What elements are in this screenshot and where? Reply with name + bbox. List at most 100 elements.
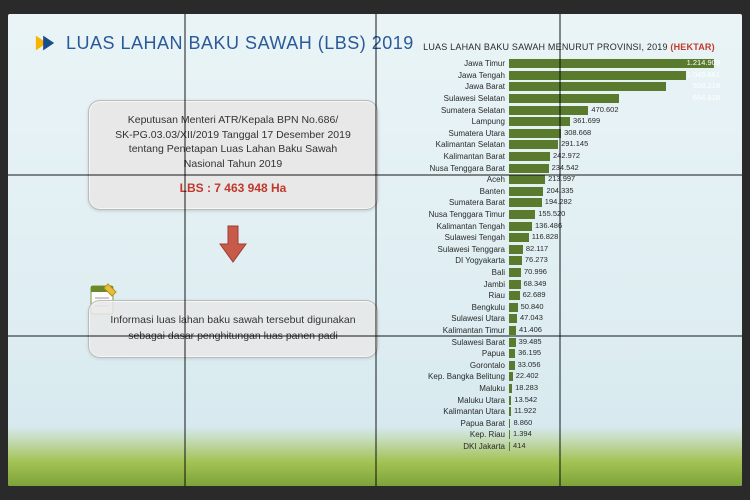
bar-row: Jawa Tengah 1.049.661 bbox=[414, 70, 724, 82]
bar-value: 136.486 bbox=[535, 221, 562, 230]
bar-value: 361.699 bbox=[573, 116, 600, 125]
bar-label: Kep. Bangka Belitung bbox=[414, 372, 509, 381]
bar-row: Jawa Timur1.214.909 bbox=[414, 58, 724, 70]
bar-fill bbox=[509, 198, 542, 207]
bar-label: Maluku Utara bbox=[414, 396, 509, 405]
bar-track: 234.542 bbox=[509, 164, 724, 173]
bar-label: Jawa Tengah bbox=[414, 71, 509, 80]
info-line: Informasi luas lahan baku sawah tersebut… bbox=[103, 313, 363, 329]
bar-row: Sumatera Utara308.668 bbox=[414, 128, 724, 140]
bar-row: Sumatera Selatan470.602 bbox=[414, 104, 724, 116]
bar-fill bbox=[509, 164, 549, 173]
bar-track: 50.840 bbox=[509, 303, 724, 312]
bar-label: Lampung bbox=[414, 117, 509, 126]
bar-row: DI Yogyakarta 76.273 bbox=[414, 255, 724, 267]
bar-fill bbox=[509, 106, 588, 115]
bar-row: Sulawesi Tenggara82.117 bbox=[414, 244, 724, 256]
bar-label: DI Yogyakarta bbox=[414, 256, 509, 265]
bar-label: Gorontalo bbox=[414, 361, 509, 370]
presentation-slide: LUAS LAHAN BAKU SAWAH (LBS) 2019 Keputus… bbox=[8, 14, 742, 486]
bar-row: Kalimantan Selatan291.145 bbox=[414, 139, 724, 151]
bar-row: Sulawesi Utara47.043 bbox=[414, 313, 724, 325]
bar-row: Papua Barat8.860 bbox=[414, 417, 724, 429]
bar-fill bbox=[509, 407, 511, 416]
bar-value: 8.860 bbox=[513, 418, 532, 427]
bar-label: Kalimantan Timur bbox=[414, 326, 509, 335]
bar-track: 1.214.909 bbox=[509, 59, 724, 68]
bar-label: Riau bbox=[414, 291, 509, 300]
bar-fill bbox=[509, 152, 550, 161]
bar-fill bbox=[509, 303, 518, 312]
bar-label: Kalimantan Tengah bbox=[414, 222, 509, 231]
bar-track: 928.218 bbox=[509, 82, 724, 91]
bar-fill bbox=[509, 396, 511, 405]
bar-track: 68.349 bbox=[509, 280, 724, 289]
bar-track: 204.335 bbox=[509, 187, 724, 196]
bar-value: 204.335 bbox=[546, 186, 573, 195]
bar-fill bbox=[509, 210, 535, 219]
bps-logo-icon bbox=[34, 32, 56, 54]
bar-row: Papua36.195 bbox=[414, 348, 724, 360]
bar-row: Kalimantan Utara11.922 bbox=[414, 406, 724, 418]
bar-row: Nusa Tenggara Barat234.542 bbox=[414, 162, 724, 174]
page-title: LUAS LAHAN BAKU SAWAH (LBS) 2019 bbox=[66, 33, 414, 54]
bar-fill bbox=[509, 349, 515, 358]
bar-fill bbox=[509, 384, 512, 393]
bar-container: Jawa Timur1.214.909Jawa Tengah1.049.661J… bbox=[414, 58, 724, 452]
bar-track: 136.486 bbox=[509, 222, 724, 231]
bar-value: 414 bbox=[513, 441, 526, 450]
bar-fill bbox=[509, 71, 686, 80]
bar-label: Kep. Riau bbox=[414, 430, 509, 439]
bar-track: 213.997 bbox=[509, 175, 724, 184]
bar-value: 18.283 bbox=[515, 383, 538, 392]
bar-row: Kalimantan Barat242.972 bbox=[414, 151, 724, 163]
bar-value: 68.349 bbox=[524, 279, 547, 288]
bar-value: 36.195 bbox=[518, 348, 541, 357]
arrow-down-icon bbox=[218, 224, 248, 269]
bar-value: 928.218 bbox=[693, 81, 720, 90]
decree-line: Nasional Tahun 2019 bbox=[103, 157, 363, 172]
bar-value: 155.520 bbox=[538, 209, 565, 218]
bar-track: 13.542 bbox=[509, 396, 724, 405]
bar-value: 39.485 bbox=[519, 337, 542, 346]
bar-value: 1.214.909 bbox=[687, 58, 720, 67]
bar-track: 470.602 bbox=[509, 106, 724, 115]
decree-box: Keputusan Menteri ATR/Kepala BPN No.686/… bbox=[88, 100, 378, 210]
bar-fill bbox=[509, 326, 516, 335]
bar-value: 82.117 bbox=[526, 244, 548, 253]
bar-label: Sumatera Utara bbox=[414, 129, 509, 138]
bar-value: 76.273 bbox=[525, 255, 548, 264]
bar-fill bbox=[509, 372, 513, 381]
bar-value: 22.402 bbox=[516, 371, 539, 380]
bar-value: 13.542 bbox=[514, 395, 537, 404]
bar-track: 11.922 bbox=[509, 407, 724, 416]
bar-row: Maluku Utara 13.542 bbox=[414, 394, 724, 406]
bar-value: 194.282 bbox=[545, 197, 572, 206]
decree-line: tentang Penetapan Luas Lahan Baku Sawah bbox=[103, 142, 363, 157]
bar-value: 70.996 bbox=[524, 267, 547, 276]
bar-label: Maluku bbox=[414, 384, 509, 393]
bar-fill bbox=[509, 222, 532, 231]
bar-track: 36.195 bbox=[509, 349, 724, 358]
title-row: LUAS LAHAN BAKU SAWAH (LBS) 2019 bbox=[34, 32, 414, 54]
bar-row: Sulawesi Tengah116.828 bbox=[414, 232, 724, 244]
bar-track: 47.043 bbox=[509, 314, 724, 323]
bar-track: 22.402 bbox=[509, 372, 724, 381]
bar-track: 76.273 bbox=[509, 256, 724, 265]
bar-row: Sumatera Barat 194.282 bbox=[414, 197, 724, 209]
bar-track: 18.283 bbox=[509, 384, 724, 393]
bar-fill bbox=[509, 140, 558, 149]
bar-value: 11.922 bbox=[514, 406, 536, 415]
bar-value: 1.049.661 bbox=[687, 70, 720, 79]
bar-label: Nusa Tenggara Barat bbox=[414, 164, 509, 173]
chart-title-unit: (HEKTAR) bbox=[670, 42, 714, 52]
bar-track: 242.972 bbox=[509, 152, 724, 161]
bar-row: Jawa Barat928.218 bbox=[414, 81, 724, 93]
bar-fill bbox=[509, 117, 570, 126]
bar-value: 213.997 bbox=[548, 174, 575, 183]
bar-value: 242.972 bbox=[553, 151, 580, 160]
decree-line: Keputusan Menteri ATR/Kepala BPN No.686/ bbox=[103, 113, 363, 128]
bar-row: Gorontalo33.056 bbox=[414, 359, 724, 371]
bar-value: 41.406 bbox=[519, 325, 542, 334]
bar-label: Sumatera Barat bbox=[414, 198, 509, 207]
